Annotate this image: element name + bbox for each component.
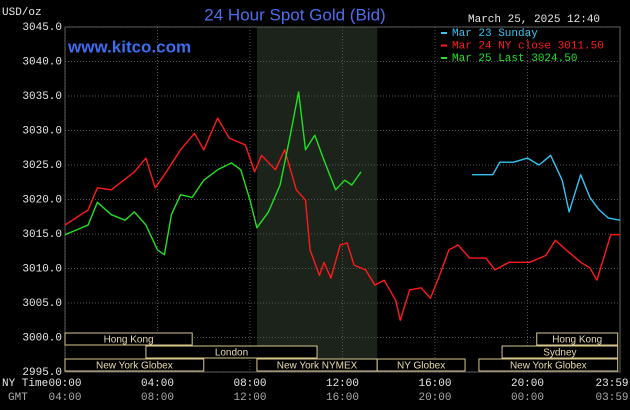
y-tick-label: 3005.0: [22, 298, 62, 310]
x2-tick-label: 16:00: [326, 392, 359, 404]
y-tick-label: 3035.0: [22, 91, 62, 103]
x2-tick-label: 20:00: [418, 392, 451, 404]
legend-entry: Mar 24 NY close 3011.50: [452, 40, 604, 52]
session-label: London: [215, 348, 248, 359]
session-bar: [376, 358, 466, 372]
y-tick-label: 3045.0: [22, 22, 62, 34]
x-tick-label: 04:00: [141, 378, 174, 390]
session-label: Sydney: [543, 348, 576, 359]
session-label: Hong Kong: [104, 335, 154, 346]
x-tick-label: 16:00: [418, 378, 451, 390]
price-line: [472, 154, 621, 221]
session-label: NY Globex: [397, 361, 445, 372]
session-label: New York NYMEX: [277, 361, 358, 372]
timestamp: March 25, 2025 12:40: [468, 14, 600, 26]
session-label: Hong Kong: [552, 335, 602, 346]
x-tick-label: 20:00: [511, 378, 544, 390]
session-label: New York Globex: [510, 361, 587, 372]
y-tick-label: 3010.0: [22, 263, 62, 275]
y-tick-label: 3000.0: [22, 332, 62, 344]
watermark: www.kitco.com: [67, 37, 191, 56]
session-bar: [501, 345, 619, 359]
price-line: [64, 91, 362, 256]
x-tick-label: 08:00: [233, 378, 266, 390]
chart-title: 24 Hour Spot Gold (Bid): [204, 5, 385, 24]
price-line: [64, 117, 620, 321]
session-bar: [145, 345, 318, 359]
session-label: New York Globex: [96, 361, 173, 372]
y-tick-label: 3020.0: [22, 194, 62, 206]
legend-entry: Mar 25 Last 3024.50: [452, 53, 577, 65]
y-tick-label: 2995.0: [22, 367, 62, 379]
y-tick-label: 3040.0: [22, 56, 62, 68]
x-tick-label: 12:00: [326, 378, 359, 390]
session-bar: [64, 358, 205, 372]
session-bar: [64, 332, 193, 346]
x2-tick-label: 00:00: [511, 392, 544, 404]
x2-axis-label: GMT: [8, 392, 28, 404]
x-tick-label: 23:59: [596, 378, 629, 390]
y-tick-label: 3025.0: [22, 160, 62, 172]
y-tick-label: 3015.0: [22, 229, 62, 241]
session-bar: [536, 332, 619, 346]
x-tick-label: 00:00: [48, 378, 81, 390]
x-axis-label: NY Time: [2, 378, 48, 390]
session-bar: [478, 358, 619, 372]
legend-entry: Mar 23 Sunday: [452, 28, 538, 40]
y-tick-label: 3030.0: [22, 125, 62, 137]
x2-tick-label: 04:00: [48, 392, 81, 404]
x2-tick-label: 03:59: [596, 392, 629, 404]
x2-tick-label: 12:00: [233, 392, 266, 404]
y-axis-label: USD/oz: [2, 7, 42, 19]
x2-tick-label: 08:00: [141, 392, 174, 404]
